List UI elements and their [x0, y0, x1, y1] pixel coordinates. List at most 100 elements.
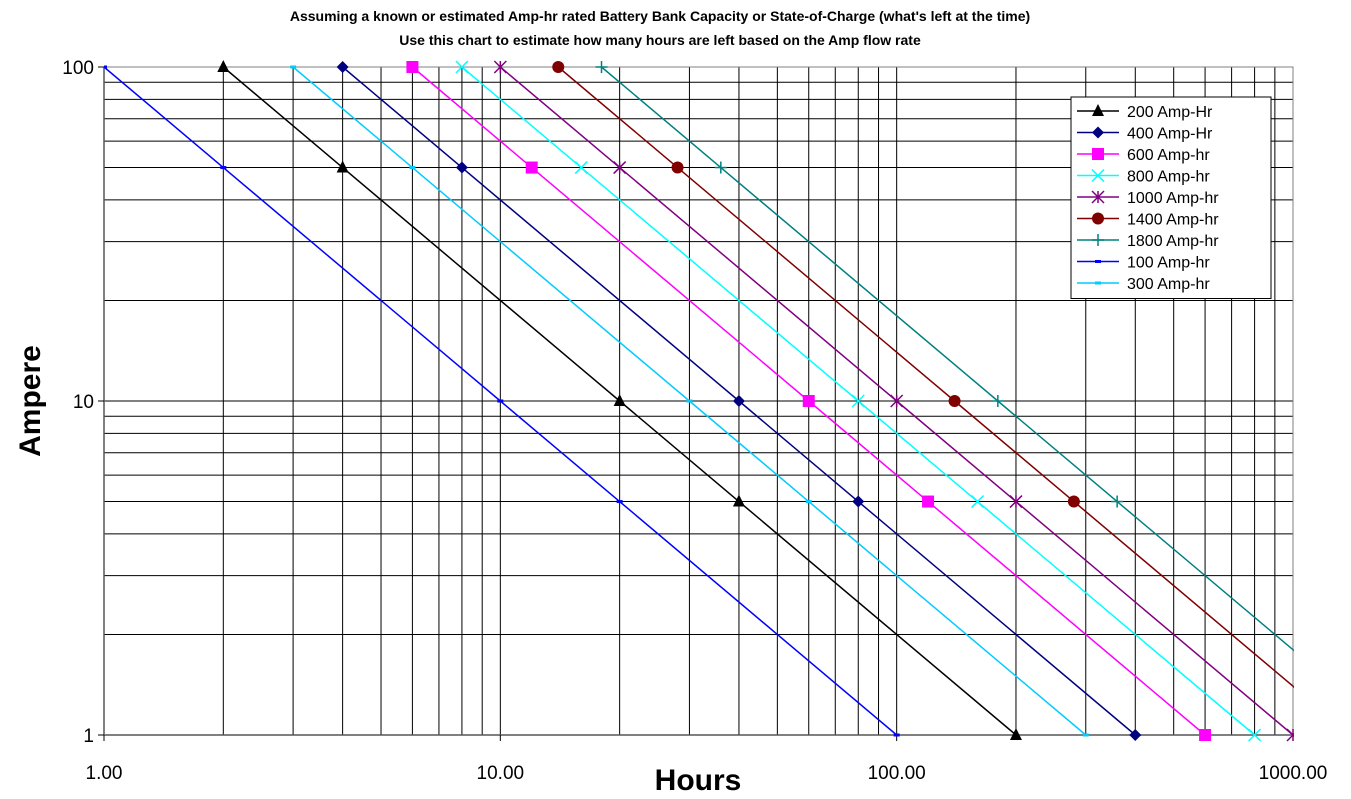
- series-1: [336, 61, 1142, 741]
- data-point: [971, 495, 985, 509]
- y-tick-labels: 1 10 100: [62, 58, 104, 747]
- data-point: [525, 161, 538, 174]
- legend-entry: 1400 Amp-hr: [1077, 212, 1219, 229]
- data-point: [217, 60, 230, 72]
- legend-entry: 600 Amp-hr: [1077, 147, 1210, 164]
- marker-stroke: [971, 495, 985, 509]
- data-point: [1111, 495, 1124, 508]
- data-point: [1067, 495, 1080, 508]
- series-layer: [104, 60, 1294, 742]
- marker-stroke: [455, 60, 469, 74]
- legend-label: 400 Amp-Hr: [1127, 126, 1213, 143]
- legend-label: 100 Amp-hr: [1127, 255, 1210, 272]
- legend-entry: 300 Amp-hr: [1077, 276, 1210, 293]
- data-point: [290, 65, 297, 69]
- x-tick-label: 10.00: [477, 763, 525, 784]
- data-point: [595, 61, 608, 73]
- x-tick-label: 100.00: [868, 763, 926, 784]
- data-point: [613, 394, 626, 406]
- y-tick-label: 10: [73, 392, 94, 413]
- data-point: [948, 395, 961, 407]
- legend-marker: [1092, 104, 1104, 116]
- legend-marker: [1092, 126, 1104, 139]
- legend-label: 1400 Amp-hr: [1127, 212, 1219, 229]
- data-point: [1286, 728, 1294, 742]
- legend-entry: 800 Amp-hr: [1077, 169, 1210, 186]
- marker-stroke: [574, 161, 588, 175]
- data-point: [220, 166, 227, 170]
- data-point: [1009, 495, 1023, 509]
- marker-stroke: [1248, 728, 1262, 742]
- x-tick-labels: 1.00 10.00 100.00 1000.00: [86, 735, 1328, 784]
- marker-stroke: [1091, 168, 1105, 183]
- legend-label: 1000 Amp-hr: [1127, 190, 1219, 207]
- data-point: [336, 61, 349, 73]
- data-point: [732, 494, 745, 507]
- legend-marker: [1091, 168, 1105, 183]
- x-tick-label: 1000.00: [1259, 763, 1328, 784]
- data-point: [890, 394, 904, 408]
- series-7: [104, 65, 900, 737]
- legend-label: 800 Amp-hr: [1127, 169, 1210, 186]
- data-point: [1199, 729, 1212, 741]
- chart-subtitle: Use this chart to estimate how many hour…: [399, 32, 921, 48]
- series-5: [552, 61, 1294, 689]
- legend-marker: [1095, 281, 1101, 285]
- data-point: [893, 733, 900, 737]
- legend-entry: 100 Amp-hr: [1077, 255, 1210, 272]
- legend-entry: 400 Amp-Hr: [1077, 126, 1213, 143]
- data-point: [406, 61, 419, 73]
- legend-marker: [1092, 148, 1104, 160]
- data-point: [1248, 728, 1262, 742]
- data-point: [851, 394, 865, 408]
- x-axis-label: Hours: [655, 764, 742, 797]
- legend-marker: [1091, 190, 1105, 204]
- data-point: [1082, 733, 1089, 737]
- legend-entry: 1000 Amp-hr: [1077, 190, 1219, 207]
- data-point: [497, 399, 504, 403]
- data-point: [714, 161, 727, 174]
- series-3: [455, 60, 1262, 742]
- marker-stroke: [851, 394, 865, 408]
- data-point: [671, 161, 684, 174]
- legend-entry: 200 Amp-Hr: [1077, 104, 1213, 121]
- legend-marker: [1095, 260, 1101, 263]
- data-point: [616, 500, 623, 504]
- data-point: [455, 161, 468, 174]
- data-point: [802, 395, 815, 407]
- y-axis-label: Ampere: [14, 345, 47, 457]
- data-point: [409, 166, 416, 170]
- data-point: [991, 395, 1004, 407]
- data-point: [1009, 728, 1022, 740]
- series-6: [595, 61, 1294, 652]
- legend-label: 600 Amp-hr: [1127, 147, 1210, 164]
- data-point: [852, 495, 865, 508]
- data-point: [1129, 729, 1142, 741]
- series-0: [217, 60, 1022, 740]
- data-point: [613, 161, 627, 175]
- data-point: [104, 65, 107, 69]
- series-8: [290, 65, 1089, 737]
- x-tick-label: 1.00: [86, 763, 123, 784]
- data-point: [922, 495, 935, 508]
- series-4: [493, 60, 1294, 742]
- data-point: [552, 61, 565, 73]
- legend-label: 200 Amp-Hr: [1127, 104, 1213, 121]
- y-tick-label: 100: [62, 58, 94, 79]
- legend-label: 1800 Amp-hr: [1127, 233, 1219, 250]
- data-point: [455, 60, 469, 74]
- data-point: [732, 395, 745, 407]
- legend-marker: [1092, 212, 1104, 225]
- data-point: [805, 500, 812, 504]
- data-point: [336, 160, 349, 173]
- data-point: [493, 60, 507, 74]
- chart-title: Assuming a known or estimated Amp-hr rat…: [290, 8, 1030, 24]
- legend: 200 Amp-Hr 400 Amp-Hr 600 Amp-hr 800 Amp-hr…: [1070, 96, 1272, 299]
- legend-marker: [1092, 234, 1104, 246]
- series-2: [406, 61, 1212, 741]
- legend-label: 300 Amp-hr: [1127, 276, 1210, 293]
- data-point: [686, 399, 693, 403]
- y-tick-label: 1: [83, 726, 94, 747]
- legend-entry: 1800 Amp-hr: [1077, 233, 1219, 250]
